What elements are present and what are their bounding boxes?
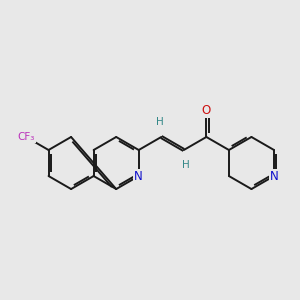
Text: N: N <box>134 169 143 182</box>
Text: H: H <box>182 160 190 170</box>
Text: N: N <box>270 169 278 182</box>
Text: H: H <box>156 117 163 127</box>
Text: O: O <box>202 104 211 118</box>
Text: CF₃: CF₃ <box>17 132 35 142</box>
